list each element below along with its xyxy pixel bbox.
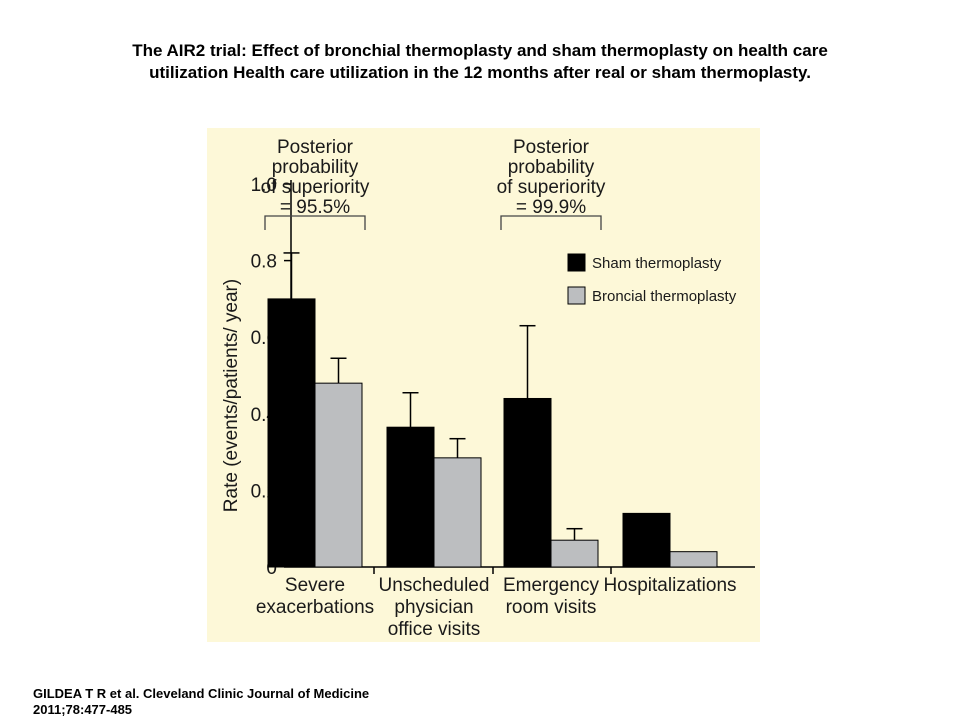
x-category-label: exacerbations — [256, 597, 374, 618]
bar-bronchial-3 — [669, 551, 718, 568]
x-category-label: room visits — [506, 597, 597, 618]
annotation-text: probability — [272, 157, 359, 178]
citation-line-1: GILDEA T R et al. Cleveland Clinic Journ… — [33, 686, 370, 701]
y-tick-label: 0.8 — [251, 252, 277, 273]
y-tick-label: 1.0 — [251, 175, 277, 196]
citation-line-2: 2011;78:477-485 — [33, 702, 133, 717]
y-tick-label: 0 — [266, 558, 277, 579]
bar-bronchial-0 — [314, 382, 363, 568]
slide-title-line-2: utilization Health care utilization in t… — [149, 63, 811, 82]
annotation-text: = 95.5% — [280, 197, 350, 218]
bar-sham-2 — [503, 397, 552, 568]
annotation-text: of superiority — [497, 177, 606, 198]
bar-sham-1 — [386, 426, 435, 568]
figure-panel: 0 0.2 0.4 0.6 0.8 1.0 Rate (events/patients/ y… — [207, 128, 760, 642]
bar-bronchial-2 — [550, 539, 599, 568]
bar-bronchial-1 — [433, 457, 482, 568]
slide-title-line-1: The AIR2 trial: Effect of bronchial ther… — [132, 41, 828, 60]
x-category-label: Severe — [285, 575, 345, 596]
legend-label: Sham thermoplasty — [592, 255, 722, 272]
x-category-label: Hospitalizations — [603, 575, 736, 596]
bar-sham-0 — [267, 298, 316, 568]
slide-title: The AIR2 trial: Effect of bronchial ther… — [40, 40, 920, 84]
annotation-text: Posterior — [513, 137, 590, 158]
annotation-text: of superiority — [261, 177, 370, 198]
legend-swatch-bronchial — [567, 286, 586, 305]
annotation-bracket — [500, 215, 602, 230]
x-category-label: Emergency — [503, 575, 600, 596]
annotation-text: Posterior — [277, 137, 354, 158]
legend-label: Broncial thermoplasty — [592, 288, 737, 305]
x-category-label: physician — [394, 597, 473, 618]
annotation-text: probability — [508, 157, 595, 178]
citation: GILDEA T R et al. Cleveland Clinic Journ… — [33, 686, 369, 718]
x-category-label: office visits — [388, 619, 481, 640]
x-category-label: Unscheduled — [379, 575, 490, 596]
annotation-text: = 99.9% — [516, 197, 586, 218]
y-axis-label: Rate (events/patients/ year) — [221, 279, 242, 512]
bar-sham-3 — [622, 512, 671, 568]
annotation-bracket — [264, 215, 366, 230]
legend-swatch-sham — [567, 253, 586, 272]
